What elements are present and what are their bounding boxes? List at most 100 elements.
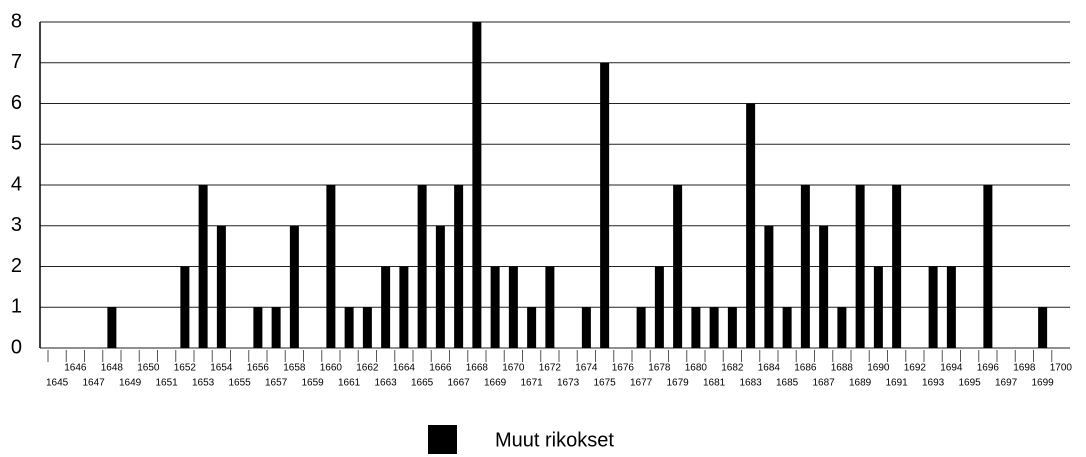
- x-tick-label: 1678: [648, 363, 671, 374]
- bar: [381, 266, 391, 348]
- bar: [928, 266, 938, 348]
- bar: [399, 266, 409, 348]
- x-tick-label: 1687: [813, 378, 836, 389]
- x-tick-label: 1668: [466, 363, 489, 374]
- bar: [253, 307, 263, 348]
- bar: [709, 307, 719, 348]
- x-tick-label: 1658: [283, 363, 306, 374]
- y-tick-label: 1: [11, 296, 22, 318]
- y-tick-label: 8: [11, 10, 22, 32]
- bar: [362, 307, 372, 348]
- x-tick-label: 1645: [46, 378, 69, 389]
- x-tick-label: 1686: [794, 363, 817, 374]
- x-tick-label: 1682: [721, 363, 744, 374]
- bar: [983, 185, 993, 348]
- x-tick-label: 1677: [630, 378, 653, 389]
- x-tick-label: 1667: [448, 378, 471, 389]
- x-tick-label: 1648: [101, 363, 124, 374]
- x-tick-label: 1673: [557, 378, 580, 389]
- x-tick-label: 1661: [338, 378, 361, 389]
- x-tick-label: 1671: [521, 378, 544, 389]
- y-tick-label: 7: [11, 51, 22, 73]
- x-tick-label: 1697: [995, 378, 1018, 389]
- x-tick-label: 1688: [831, 363, 854, 374]
- bar: [107, 307, 117, 348]
- bar: [892, 185, 902, 348]
- legend-label: Muut rikokset: [495, 429, 614, 451]
- bar: [819, 225, 829, 348]
- bar: [435, 225, 445, 348]
- bar: [636, 307, 646, 348]
- bar: [545, 266, 555, 348]
- bar: [472, 22, 482, 348]
- x-tick-label: 1698: [1013, 363, 1036, 374]
- bar: [326, 185, 336, 348]
- x-tick-label: 1646: [64, 363, 87, 374]
- bar: [600, 62, 610, 348]
- x-tick-label: 1656: [247, 363, 270, 374]
- x-tick-label: 1689: [849, 378, 872, 389]
- x-tick-label: 1664: [393, 363, 416, 374]
- bar: [673, 185, 683, 348]
- y-tick-label: 5: [11, 133, 22, 155]
- x-tick-label: 1699: [1032, 378, 1055, 389]
- x-tick-label: 1654: [210, 363, 233, 374]
- x-tick-label: 1660: [320, 363, 343, 374]
- bar: [581, 307, 591, 348]
- legend-swatch: [428, 425, 457, 454]
- y-tick-label: 2: [11, 255, 22, 277]
- x-tick-label: 1652: [174, 363, 197, 374]
- bar: [800, 185, 810, 348]
- bar: [180, 266, 190, 348]
- x-tick-label: 1696: [977, 363, 1000, 374]
- x-tick-label: 1690: [867, 363, 890, 374]
- x-tick-label: 1662: [356, 363, 379, 374]
- x-tick-label: 1694: [940, 363, 963, 374]
- bar: [454, 185, 464, 348]
- bar: [873, 266, 883, 348]
- x-tick-label: 1695: [959, 378, 982, 389]
- x-tick-label: 1700: [1050, 363, 1073, 374]
- y-tick-label: 0: [11, 336, 22, 358]
- x-tick-label: 1655: [229, 378, 252, 389]
- x-tick-label: 1691: [886, 378, 909, 389]
- x-tick-label: 1649: [119, 378, 142, 389]
- x-tick-label: 1653: [192, 378, 215, 389]
- x-tick-label: 1674: [575, 363, 598, 374]
- x-tick-label: 1665: [411, 378, 434, 389]
- x-tick-label: 1672: [539, 363, 562, 374]
- x-tick-label: 1663: [375, 378, 398, 389]
- bar: [271, 307, 281, 348]
- y-tick-label: 6: [11, 92, 22, 114]
- bar: [508, 266, 518, 348]
- bar: [527, 307, 537, 348]
- bar: [216, 225, 226, 348]
- bar: [198, 185, 208, 348]
- x-tick-label: 1693: [922, 378, 945, 389]
- bar: [764, 225, 774, 348]
- x-tick-label: 1681: [703, 378, 726, 389]
- x-tick-label: 1676: [612, 363, 635, 374]
- bar: [344, 307, 354, 348]
- x-tick-label: 1651: [156, 378, 179, 389]
- x-tick-label: 1670: [502, 363, 525, 374]
- x-tick-label: 1683: [740, 378, 763, 389]
- x-tick-label: 1675: [594, 378, 617, 389]
- bar: [782, 307, 792, 348]
- x-tick-label: 1692: [904, 363, 927, 374]
- bar: [727, 307, 737, 348]
- bar: [417, 185, 427, 348]
- bar: [654, 266, 664, 348]
- x-tick-label: 1680: [685, 363, 708, 374]
- x-tick-label: 1650: [137, 363, 160, 374]
- bar: [837, 307, 847, 348]
- bar: [946, 266, 956, 348]
- y-tick-label: 3: [11, 214, 22, 236]
- bar: [289, 225, 299, 348]
- bar: [855, 185, 865, 348]
- bar: [490, 266, 500, 348]
- bar: [746, 103, 756, 348]
- x-tick-label: 1657: [265, 378, 288, 389]
